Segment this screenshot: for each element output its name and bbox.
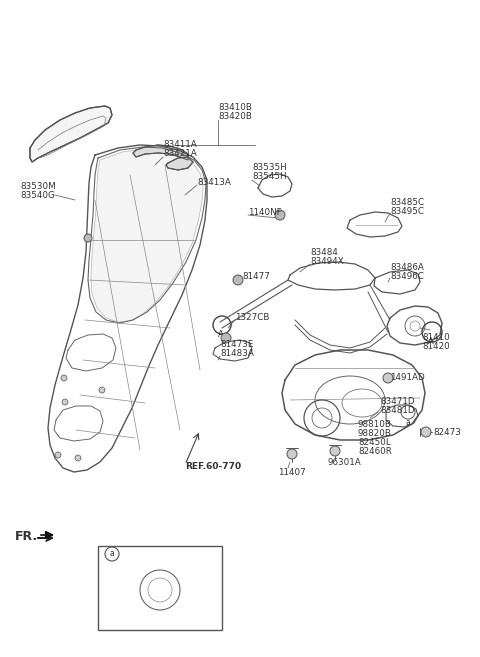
Text: 83494X: 83494X (310, 257, 344, 266)
Text: a: a (405, 418, 410, 427)
Text: 83540G: 83540G (20, 191, 55, 200)
Text: 83421A: 83421A (163, 149, 197, 158)
Text: 81477: 81477 (242, 272, 270, 281)
Text: 1327CB: 1327CB (235, 313, 269, 322)
Text: 83535H: 83535H (252, 163, 287, 172)
Text: 83484: 83484 (310, 248, 338, 257)
Text: REF.60-770: REF.60-770 (185, 462, 241, 471)
Text: A: A (218, 330, 224, 339)
Text: 98820B: 98820B (358, 429, 392, 438)
Text: 1731JE: 1731JE (127, 552, 157, 561)
Polygon shape (30, 106, 112, 162)
Text: 83486A: 83486A (390, 263, 424, 272)
Text: 1140NF: 1140NF (248, 208, 282, 217)
Text: 82450L: 82450L (358, 438, 391, 447)
Circle shape (75, 455, 81, 461)
Text: 81483A: 81483A (220, 349, 254, 358)
Text: 83495C: 83495C (390, 207, 424, 216)
Text: 83496C: 83496C (390, 272, 424, 281)
Text: 83485C: 83485C (390, 198, 424, 207)
Circle shape (55, 452, 61, 458)
Circle shape (84, 234, 92, 242)
Circle shape (221, 333, 231, 343)
Polygon shape (166, 157, 193, 170)
Text: 98810B: 98810B (358, 420, 392, 429)
Text: a: a (109, 549, 114, 558)
Text: 82473: 82473 (433, 428, 461, 437)
Text: 96301A: 96301A (327, 458, 361, 467)
Text: 83481D: 83481D (380, 406, 415, 415)
Text: 83545H: 83545H (252, 172, 287, 181)
Text: 83471D: 83471D (380, 397, 415, 406)
Circle shape (233, 275, 243, 285)
Text: 83413A: 83413A (197, 178, 231, 187)
Text: 81410: 81410 (422, 333, 450, 342)
Circle shape (287, 449, 297, 459)
Polygon shape (91, 149, 203, 322)
Circle shape (421, 427, 431, 437)
Circle shape (383, 373, 393, 383)
Circle shape (330, 446, 340, 456)
Text: 83410B: 83410B (218, 103, 252, 112)
Text: 81420: 81420 (422, 342, 450, 351)
Text: A: A (428, 337, 434, 346)
FancyBboxPatch shape (98, 546, 222, 630)
Text: FR.: FR. (15, 530, 38, 543)
Text: 82460R: 82460R (358, 447, 392, 456)
Text: 83411A: 83411A (163, 140, 197, 149)
Circle shape (99, 387, 105, 393)
Circle shape (275, 210, 285, 220)
Text: 83530M: 83530M (20, 182, 56, 191)
Circle shape (62, 399, 68, 405)
Text: 81473E: 81473E (220, 340, 253, 349)
Polygon shape (133, 145, 188, 160)
Circle shape (61, 375, 67, 381)
Text: 11407: 11407 (278, 468, 306, 477)
Text: 1491AD: 1491AD (390, 373, 425, 382)
Text: 83420B: 83420B (218, 112, 252, 121)
